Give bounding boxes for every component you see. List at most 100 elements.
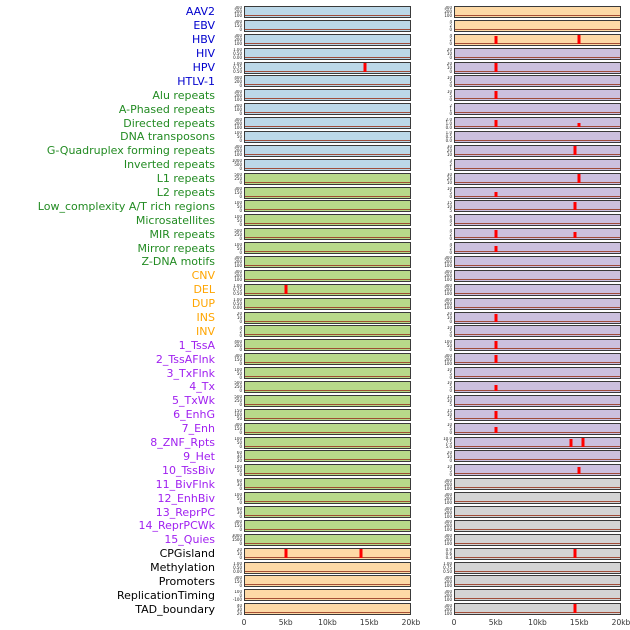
yticks-right: 2.0 1.0 0.0 <box>411 118 454 129</box>
signal-baseline <box>245 348 410 350</box>
y-tick-label: 300 <box>234 256 242 261</box>
y-tick-label: 500 <box>234 162 242 168</box>
y-tick-label: 100 <box>234 96 242 101</box>
y-tick-label: 0 <box>449 41 452 46</box>
panel-left <box>244 103 411 116</box>
y-tick-label: 0.50 <box>443 569 452 574</box>
yticks-right: 1.0 0.5 0.0 <box>411 131 454 142</box>
signal-spike <box>577 34 581 44</box>
panel-right <box>454 61 621 74</box>
y-tick-label: 10 <box>446 75 452 80</box>
y-tick-label: 50 <box>236 495 242 501</box>
signal-baseline <box>455 348 620 350</box>
y-tick-label: 100 <box>234 200 242 205</box>
y-tick-label: 0 <box>449 194 452 199</box>
panel-left <box>244 325 411 338</box>
y-tick-label: 0 <box>239 332 242 337</box>
y-tick-label: 2 <box>449 221 452 226</box>
y-tick-label: 150 <box>234 190 242 196</box>
signal-baseline <box>455 42 620 44</box>
y-tick-label: 100 <box>234 412 242 418</box>
y-tick-label: 200 <box>234 273 242 279</box>
signal-baseline <box>245 264 410 266</box>
panel-right <box>454 589 621 602</box>
yticks-left: 500 250 0 <box>218 395 244 406</box>
y-tick-label: 10 <box>446 423 452 428</box>
yticks-left: 300 200 100 <box>218 270 244 281</box>
y-tick-label: 100 <box>444 610 452 615</box>
panel-left <box>244 89 411 102</box>
yticks-left: 100 50 0 <box>218 215 244 226</box>
signal-baseline <box>455 556 620 558</box>
panel-left <box>244 575 411 588</box>
panel-right <box>454 561 621 574</box>
x-axis-left: 0 5kb 10kb 15kb 20kb <box>242 616 421 630</box>
signal-baseline <box>245 334 410 336</box>
yticks-right: 10 5 0 <box>411 90 454 101</box>
y-tick-label: 0 <box>239 471 242 476</box>
panel-left <box>244 242 411 255</box>
signal-baseline <box>455 223 620 225</box>
panel-left <box>244 228 411 241</box>
yticks-right: 100 50 0 <box>411 340 454 351</box>
signal-spike <box>494 120 498 128</box>
y-tick-label: 30 <box>236 509 242 515</box>
row-label: DEL <box>193 283 215 297</box>
y-tick-label: 1.0 <box>445 131 452 136</box>
y-tick-label: 0 <box>449 332 452 337</box>
y-tick-label: 200 <box>444 356 452 362</box>
track-row: 1_TssA 400 200 0 100 50 0 <box>0 338 630 352</box>
panel-left <box>244 339 411 352</box>
x-tick-label: 15kb <box>569 618 589 628</box>
y-tick-label: 0 <box>239 485 242 490</box>
y-tick-label: 4 <box>449 217 452 223</box>
row-label: 15_Quies <box>164 533 215 547</box>
row-label: Promoters <box>158 574 215 588</box>
track-row: CPGisland 20 10 0 0.9 0.6 0.3 <box>0 547 630 561</box>
yticks-right: 300 200 100 <box>411 354 454 365</box>
panel-left <box>244 33 411 46</box>
signal-spike <box>577 173 581 183</box>
y-tick-label: 300 <box>234 270 242 275</box>
y-tick-label: 10.0 <box>443 437 452 442</box>
row-label: 1_TssA <box>178 338 215 352</box>
panel-right <box>454 269 621 282</box>
y-tick-label: 1500 <box>231 537 242 543</box>
y-tick-label: 0 <box>449 55 452 60</box>
signal-baseline <box>245 306 410 308</box>
track-row: 12_EnhBiv 100 50 0 300 200 100 <box>0 491 630 505</box>
yticks-right: 15 10 5 <box>411 409 454 420</box>
yticks-left: 300 200 100 <box>218 118 244 129</box>
y-tick-label: 100 <box>234 367 242 372</box>
panel-right <box>454 519 621 532</box>
panel-left <box>244 394 411 407</box>
y-tick-label: 300 <box>234 575 242 580</box>
row-label: 9_Het <box>183 449 215 463</box>
y-tick-label: 400 <box>234 75 242 80</box>
y-tick-label: 0 <box>239 221 242 226</box>
panel-right <box>454 311 621 324</box>
signal-baseline <box>245 195 410 197</box>
row-label: MIR repeats <box>149 227 215 241</box>
signal-baseline <box>245 209 410 211</box>
track-row: DNA transposons 100 50 0 1.0 0.5 0.0 <box>0 130 630 144</box>
y-tick-label: 200 <box>444 495 452 501</box>
y-tick-label: 2 <box>449 103 452 108</box>
y-tick-label: 30 <box>446 173 452 178</box>
panel-right <box>454 47 621 60</box>
panel-left <box>244 367 411 380</box>
signal-baseline <box>455 237 620 239</box>
y-tick-label: 3 <box>449 159 452 164</box>
panel-right <box>454 325 621 338</box>
y-tick-label: 0 <box>449 235 452 240</box>
signal-baseline <box>245 556 410 558</box>
y-tick-label: 5 <box>449 92 452 98</box>
signal-spike <box>284 284 288 294</box>
row-label: L2 repeats <box>156 186 215 200</box>
yticks-right: 20 10 0 <box>411 451 454 462</box>
